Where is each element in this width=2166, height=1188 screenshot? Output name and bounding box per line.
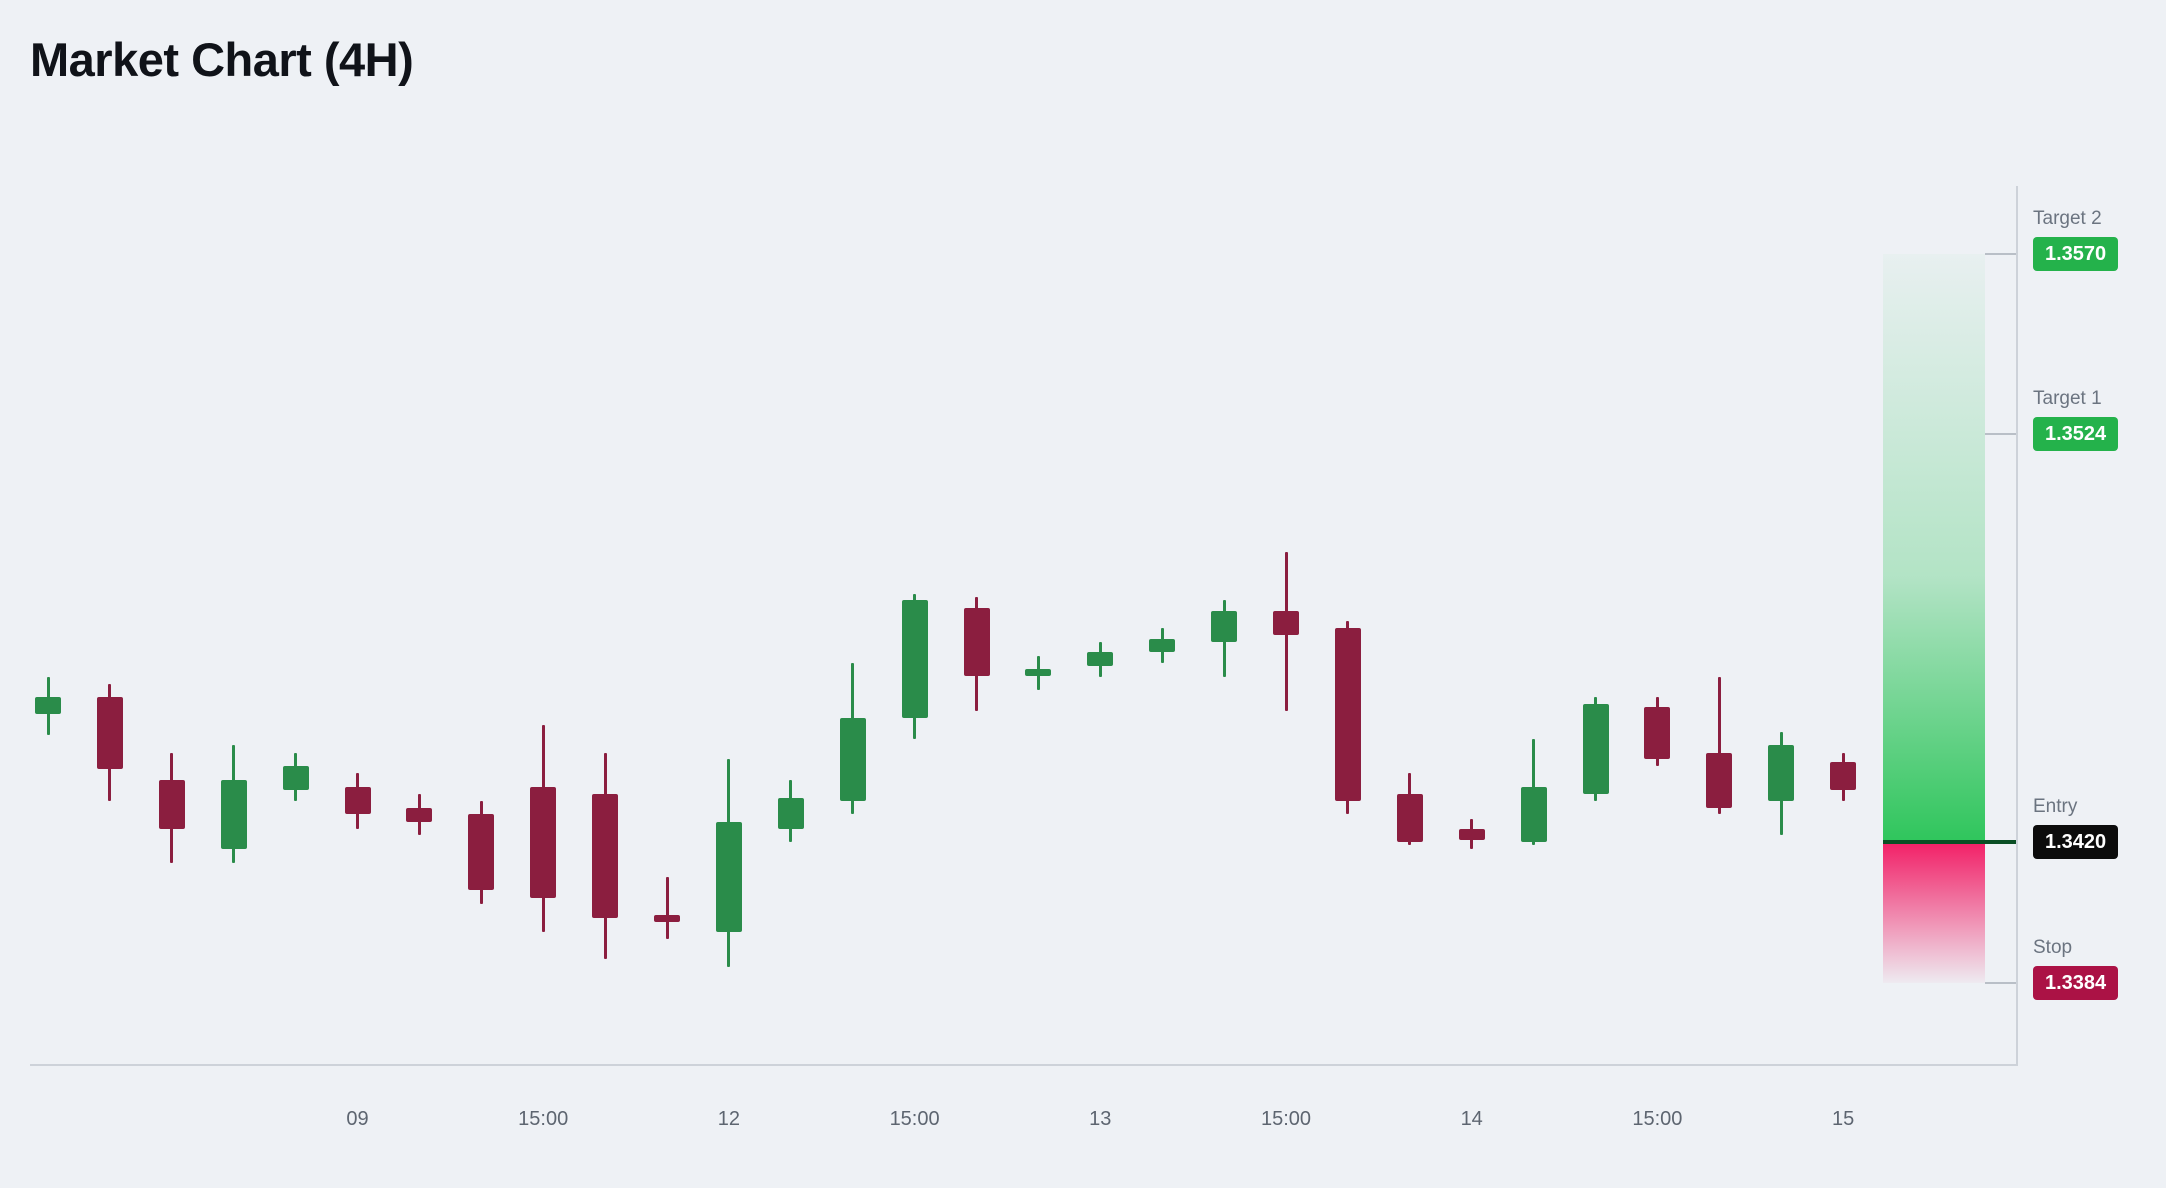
target2-level-tick <box>1985 253 2016 255</box>
bear-candle-body <box>1830 761 1857 790</box>
target1-level-marker: Target 1 1.3524 <box>2033 387 2119 452</box>
bear-candle-wick <box>975 596 978 711</box>
bear-candle-body <box>654 915 680 923</box>
target2-price-badge: 1.3570 <box>2033 237 2119 271</box>
bear-candle-wick <box>1284 552 1288 711</box>
time-axis-tick-label: 15:00 <box>1632 1108 1683 1130</box>
bull-candle-wick <box>913 593 917 739</box>
bull-candle-wick <box>1036 655 1040 691</box>
bull-candle-wick <box>851 662 855 815</box>
bear-candle-body <box>344 787 371 815</box>
time-axis-tick-label: 14 <box>1460 1108 1483 1130</box>
time-axis-tick-label: 15:00 <box>889 1108 940 1130</box>
bear-candle-body <box>592 794 619 919</box>
bull-candle-body <box>1520 787 1547 843</box>
bull-candle-body <box>1149 639 1176 652</box>
bear-candle-wick <box>541 724 545 933</box>
bull-candle-wick <box>1594 697 1597 801</box>
bull-candle-wick <box>294 752 298 801</box>
bear-candle-body <box>530 787 557 898</box>
bear-candle-body <box>1644 707 1671 760</box>
bear-candle-wick <box>1346 621 1350 815</box>
bear-candle-body <box>96 697 123 769</box>
bull-candle-body <box>839 718 866 801</box>
bull-candle-wick <box>46 676 50 735</box>
bear-candle-wick <box>170 752 174 864</box>
bear-candle-body <box>963 607 990 677</box>
time-axis-tick-label: 15:00 <box>1260 1108 1312 1130</box>
target2-level-marker: Target 2 1.3570 <box>2033 207 2119 271</box>
page-title: Market Chart (4H) <box>30 33 414 86</box>
bull-candle-wick <box>727 759 731 967</box>
bull-candle-wick <box>232 745 236 864</box>
bull-candle-body <box>1087 651 1114 666</box>
time-axis-tick-label: 15 <box>1831 1108 1855 1130</box>
bull-candle-wick <box>1222 600 1226 677</box>
bear-candle-wick <box>1408 773 1412 846</box>
bull-candle-body <box>901 600 928 719</box>
bear-candle-body <box>1334 628 1361 801</box>
bull-candle-wick <box>1779 731 1783 836</box>
bull-candle-body <box>1211 611 1238 642</box>
entry-level-marker: Entry 1.3420 <box>2033 795 2119 859</box>
bear-candle-wick <box>1841 752 1845 801</box>
stop-price-badge: 1.3384 <box>2033 966 2119 1000</box>
bear-candle-wick <box>1655 697 1659 767</box>
stop-level-tick <box>1985 982 2016 984</box>
stop-label: Stop <box>2033 937 2073 958</box>
entry-price-badge: 1.3420 <box>2033 824 2119 859</box>
bear-candle-body <box>1706 752 1733 808</box>
time-axis-tick-label: 15:00 <box>518 1108 569 1130</box>
bull-candle-body <box>35 697 61 714</box>
bear-candle-body <box>1458 828 1485 840</box>
bull-candle-body <box>777 798 804 829</box>
bull-candle-wick <box>789 779 793 843</box>
bull-candle-wick <box>1160 628 1164 663</box>
stop-zone-gradient <box>1883 841 1985 983</box>
price-axis-line <box>2016 186 2018 1065</box>
profit-zone-gradient <box>1883 254 1985 842</box>
target1-level-tick <box>1985 433 2016 436</box>
time-axis-tick-label: 12 <box>717 1108 741 1130</box>
bear-candle-wick <box>1470 818 1474 849</box>
bear-candle-wick <box>665 876 669 939</box>
bear-candle-wick <box>356 773 359 829</box>
time-axis-tick-label: 13 <box>1089 1108 1112 1130</box>
bull-candle-body <box>220 779 247 849</box>
bear-candle-wick <box>1717 676 1721 815</box>
bear-candle-wick <box>417 794 421 836</box>
bear-candle-body <box>468 814 495 891</box>
time-axis-tick-label: 09 <box>346 1108 369 1130</box>
time-axis-line <box>30 1064 2018 1066</box>
bear-candle-body <box>1396 794 1423 843</box>
target1-label: Target 1 <box>2033 388 2102 410</box>
target1-price-badge: 1.3524 <box>2033 417 2119 452</box>
bull-candle-body <box>1025 669 1052 677</box>
bull-candle-body <box>1582 703 1609 795</box>
bear-candle-body <box>158 779 185 829</box>
entry-price-line <box>1883 839 2016 844</box>
bear-candle-body <box>406 807 433 822</box>
stop-level-marker: Stop 1.3384 <box>2033 936 2119 1000</box>
bull-candle-body <box>282 766 309 790</box>
bull-candle-body <box>715 821 742 933</box>
bear-candle-body <box>1273 611 1299 635</box>
bull-candle-wick <box>1532 738 1536 846</box>
bull-candle-wick <box>1098 642 1102 677</box>
bull-candle-body <box>1768 745 1795 801</box>
bear-candle-wick <box>479 800 483 905</box>
target2-label: Target 2 <box>2033 208 2102 229</box>
bear-candle-wick <box>108 683 112 801</box>
bear-candle-wick <box>603 752 607 960</box>
entry-label: Entry <box>2033 795 2078 817</box>
